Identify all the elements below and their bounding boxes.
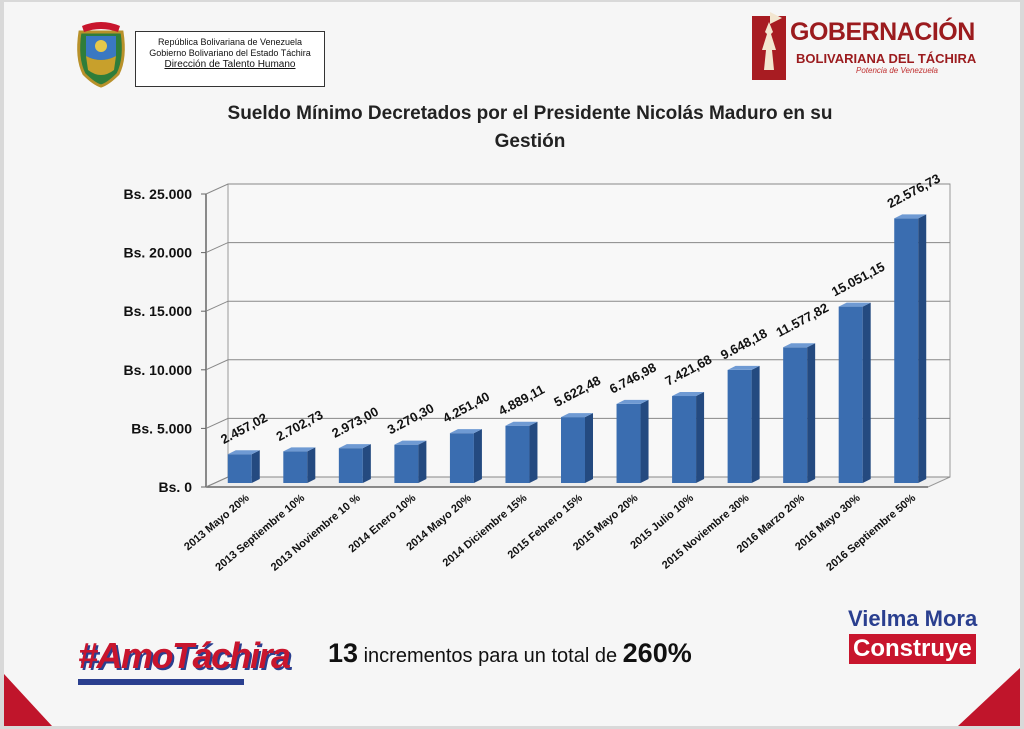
chart-y-ticks: Bs. 0 Bs. 5.000 Bs. 10.000 Bs. 15.000 Bs. 20… bbox=[124, 186, 206, 495]
chart-bar-side bbox=[362, 444, 371, 483]
chart-y-tick-label: Bs. 5.000 bbox=[131, 420, 192, 436]
red-corner-right bbox=[958, 668, 1020, 726]
chart-bar-side bbox=[473, 429, 482, 483]
chart-gridline bbox=[205, 417, 950, 429]
chart-y-tick-label: Bs. 25.000 bbox=[124, 186, 193, 202]
chart-bar-side bbox=[751, 365, 760, 483]
header-line-2: Gobierno Bolivariano del Estado Táchira bbox=[149, 48, 311, 58]
hashtag-logo: #AmoTáchira bbox=[78, 635, 291, 676]
chart-bar-side bbox=[696, 392, 705, 483]
chart-bar-side bbox=[862, 302, 871, 483]
chart-bar-front bbox=[561, 417, 585, 483]
brand-subtitle: BOLIVARIANA DEL TÁCHIRA bbox=[796, 51, 977, 66]
chart-bar-front bbox=[783, 347, 808, 483]
chart-bar-top bbox=[283, 447, 316, 452]
increment-count: 13 bbox=[328, 638, 359, 668]
chart-x-labels: 2013 Mayo 20%2013 Septiembre 10%2013 Nov… bbox=[182, 492, 918, 574]
total-percent: 260% bbox=[622, 638, 692, 668]
chart-bar-top bbox=[394, 440, 427, 445]
chart-bar-front bbox=[283, 451, 308, 483]
brand-title: GOBERNACIÓN bbox=[790, 18, 975, 46]
header-line-3: Dirección de Talento Humano bbox=[164, 59, 296, 70]
chart-x-tick-label: 2016 Septiembre 50% bbox=[824, 492, 918, 574]
chart-bar-front bbox=[838, 306, 863, 483]
chart-bar-side bbox=[251, 450, 260, 483]
chart-gridline bbox=[205, 359, 950, 371]
chart-y-tick-label: Bs. 0 bbox=[159, 479, 193, 495]
chart-title-line-1: Sueldo Mínimo Decretados por el Presiden… bbox=[227, 103, 833, 124]
brand-tagline: Potencia de Venezuela bbox=[856, 66, 938, 75]
chart-bar-front bbox=[227, 454, 252, 483]
footer-middle-text: incrementos para un total de bbox=[358, 645, 623, 667]
chart-y-tick-label: Bs. 20.000 bbox=[124, 245, 193, 261]
chart-bar-front bbox=[894, 218, 919, 483]
chart-bar bbox=[227, 450, 260, 483]
chart-bar bbox=[727, 365, 760, 483]
chart-bar-top bbox=[838, 302, 871, 307]
chart-bar-front bbox=[338, 448, 363, 483]
chart-bar-top bbox=[616, 399, 649, 404]
chart-x-tick-label: 2013 Septiembre 10% bbox=[213, 492, 307, 574]
chart-title-line-2: Gestión bbox=[494, 131, 566, 152]
gobernacion-emblem-icon bbox=[752, 12, 786, 80]
chart-bar-top bbox=[338, 444, 371, 449]
chart-bar bbox=[838, 302, 871, 483]
institution-box: República Bolivariana de Venezuela Gobie… bbox=[135, 31, 325, 87]
chart-bar-top bbox=[894, 214, 927, 219]
chart-bar-top bbox=[505, 421, 538, 426]
state-crest-icon bbox=[77, 22, 125, 88]
chart-bar-side bbox=[585, 413, 593, 483]
chart-y-tick-label: Bs. 10.000 bbox=[124, 362, 193, 378]
chart-bar-side bbox=[307, 447, 316, 483]
chart-bar bbox=[449, 429, 482, 483]
slogan-line-2: Construye bbox=[849, 634, 976, 664]
chart-bar-side bbox=[807, 343, 816, 483]
chart-bar bbox=[894, 214, 927, 483]
chart-title: Sueldo Mínimo Decretados por el Presiden… bbox=[180, 100, 880, 156]
chart-bar bbox=[338, 444, 371, 483]
chart-bars bbox=[227, 214, 927, 483]
chart-bar-top bbox=[783, 343, 816, 348]
footer-summary: 13 incrementos para un total de 260% bbox=[328, 638, 692, 669]
chart-bar-front bbox=[394, 444, 419, 483]
chart-gridline bbox=[205, 242, 950, 254]
chart-x-tick-label: 2013 Noviembre 10 % bbox=[269, 492, 363, 574]
chart-bar-side bbox=[529, 421, 538, 483]
chart-gridline bbox=[205, 300, 950, 312]
chart-bar-front bbox=[672, 396, 697, 483]
chart-bar bbox=[672, 392, 705, 483]
chart-y-tick-label: Bs. 15.000 bbox=[124, 303, 193, 319]
header-line-1: República Bolivariana de Venezuela bbox=[157, 37, 303, 47]
chart-bar-side bbox=[418, 440, 427, 483]
chart-bar-side bbox=[640, 399, 649, 483]
chart-gridline bbox=[205, 183, 950, 195]
chart-bar-top bbox=[227, 450, 260, 455]
red-corner-left bbox=[4, 674, 52, 726]
chart-bar bbox=[561, 413, 593, 483]
chart-bar bbox=[505, 421, 538, 483]
chart-bar bbox=[616, 399, 649, 483]
chart-bar-top bbox=[727, 365, 760, 370]
chart-bar-front bbox=[727, 369, 752, 483]
chart-bar bbox=[783, 343, 816, 483]
chart-bar-front bbox=[449, 433, 474, 483]
chart-bar-front bbox=[505, 425, 530, 483]
chart-bar bbox=[394, 440, 427, 483]
chart-bar-side bbox=[918, 214, 927, 483]
chart-bar-top bbox=[672, 392, 705, 397]
slogan-line-1: Vielma Mora bbox=[848, 606, 978, 631]
chart-bar-top bbox=[449, 429, 482, 434]
chart-bar-front bbox=[616, 403, 641, 483]
hashtag-underline bbox=[78, 679, 244, 685]
chart-bar-top bbox=[561, 413, 593, 418]
chart-bar bbox=[283, 447, 316, 483]
